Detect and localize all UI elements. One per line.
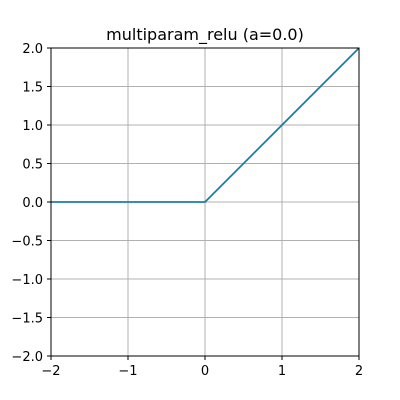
y-tick-label: 2.0 bbox=[22, 42, 43, 57]
y-tick-label: 1.5 bbox=[22, 81, 43, 96]
y-tick-label: 0.0 bbox=[22, 196, 43, 211]
tick-layer: −2 −1 0 1 2 −2.0 −1.5 −1.0 −0.5 0.0 0.5 1.0 1.5 2.0 bbox=[11, 42, 363, 379]
y-tick-label: −1.5 bbox=[11, 312, 43, 327]
x-tick-label: 2 bbox=[355, 364, 363, 379]
x-tick-label: −1 bbox=[118, 364, 137, 379]
series-layer bbox=[51, 47, 360, 203]
y-tick-label: 0.5 bbox=[22, 158, 43, 173]
x-tick-label: −2 bbox=[41, 364, 60, 379]
x-tick-label: 1 bbox=[278, 364, 286, 379]
series-line bbox=[51, 47, 360, 203]
y-tick-label: −0.5 bbox=[11, 235, 43, 250]
y-tick-label: −1.0 bbox=[11, 273, 43, 288]
y-tick-label: −2.0 bbox=[11, 350, 43, 365]
y-tick-label: 1.0 bbox=[22, 119, 43, 134]
chart-title: multiparam_relu (a=0.0) bbox=[106, 25, 304, 45]
x-tick-label: 0 bbox=[201, 364, 209, 379]
